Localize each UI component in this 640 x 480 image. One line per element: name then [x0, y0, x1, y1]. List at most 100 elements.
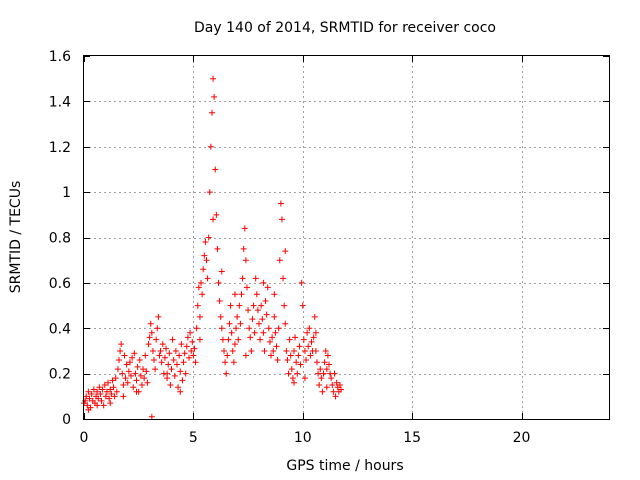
data-point — [308, 338, 315, 345]
data-point — [148, 413, 155, 420]
data-point — [307, 352, 314, 359]
data-point — [263, 311, 270, 318]
data-point — [265, 325, 272, 332]
data-point — [200, 266, 207, 273]
data-point — [143, 368, 150, 375]
data-point — [256, 320, 262, 327]
data-point — [168, 366, 175, 373]
axis-ticks — [84, 56, 609, 420]
x-axis-label: GPS time / hours — [286, 458, 403, 474]
data-point — [175, 384, 182, 391]
data-point — [233, 325, 240, 332]
data-point — [330, 388, 337, 395]
data-point — [301, 347, 308, 354]
data-point — [161, 354, 168, 361]
data-point — [242, 352, 249, 359]
data-point — [133, 388, 140, 395]
data-point — [210, 216, 217, 223]
data-point — [231, 291, 238, 298]
data-point — [310, 334, 317, 341]
data-point — [329, 381, 336, 388]
data-point — [276, 257, 283, 264]
data-point — [188, 347, 195, 354]
data-point — [144, 379, 151, 386]
data-point — [169, 336, 176, 343]
data-point — [183, 343, 190, 350]
data-point — [96, 384, 103, 391]
data-point — [271, 313, 278, 320]
data-point — [118, 341, 125, 348]
data-point — [125, 368, 132, 375]
data-point — [252, 275, 259, 282]
data-point — [163, 345, 170, 352]
y-tick-label: 0 — [62, 412, 71, 428]
data-point — [230, 359, 237, 366]
data-point — [298, 279, 305, 286]
data-point — [282, 248, 289, 255]
data-point — [317, 366, 324, 373]
data-point — [114, 366, 121, 373]
data-point — [300, 336, 307, 343]
data-point — [254, 307, 261, 314]
data-point — [215, 279, 222, 286]
data-point — [196, 336, 203, 343]
data-point — [324, 352, 331, 359]
data-point — [198, 279, 205, 286]
data-point — [218, 325, 225, 332]
data-point — [250, 302, 257, 309]
data-point — [108, 391, 115, 398]
data-point — [306, 325, 313, 332]
data-point — [322, 347, 329, 354]
data-point — [85, 388, 92, 395]
data-point — [123, 361, 130, 368]
data-point — [231, 341, 238, 348]
y-axis-label: SRMTID / TECUs — [8, 181, 24, 294]
data-point — [98, 397, 105, 404]
data-point — [225, 336, 232, 343]
data-point — [258, 302, 265, 309]
data-point — [238, 291, 245, 298]
data-point — [301, 375, 308, 382]
data-point — [303, 357, 310, 364]
data-point — [193, 325, 200, 332]
data-point — [111, 393, 118, 400]
data-point — [282, 320, 289, 327]
data-point — [109, 377, 116, 384]
y-tick-label: 1.4 — [49, 94, 71, 110]
data-point — [157, 347, 164, 354]
data-point — [315, 370, 322, 377]
data-point — [148, 329, 155, 336]
data-point — [113, 388, 120, 395]
data-point — [130, 384, 137, 391]
data-point — [333, 379, 340, 386]
data-point — [142, 352, 149, 359]
data-point — [332, 393, 339, 400]
data-point — [223, 370, 230, 377]
data-point — [294, 370, 301, 377]
data-point — [121, 352, 128, 359]
y-tick-label: 0.8 — [49, 231, 71, 247]
data-point — [90, 386, 97, 393]
data-point — [105, 379, 112, 386]
y-tick-label: 0.4 — [49, 321, 71, 337]
data-point — [260, 329, 267, 336]
data-point — [286, 336, 293, 343]
data-point — [331, 370, 338, 377]
data-point — [283, 347, 290, 354]
plot-frame — [83, 55, 610, 420]
data-point — [167, 381, 174, 388]
data-point — [262, 298, 269, 305]
data-point — [242, 257, 249, 264]
data-point — [138, 381, 145, 388]
data-point — [99, 386, 106, 393]
data-point — [239, 275, 246, 282]
data-point — [249, 316, 256, 323]
data-point — [199, 291, 206, 298]
data-point — [103, 388, 110, 395]
data-point — [110, 384, 117, 391]
data-point — [207, 143, 214, 150]
data-point — [182, 370, 189, 377]
data-point — [120, 381, 127, 388]
data-point — [273, 343, 280, 350]
data-point — [131, 350, 138, 357]
